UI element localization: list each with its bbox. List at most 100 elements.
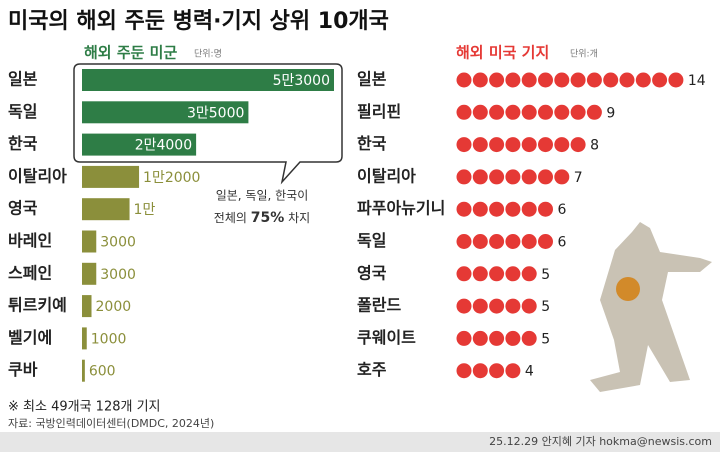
- dot: [505, 201, 521, 217]
- chart-title: 미국의 해외 주둔 병력·기지 상위 10개국: [8, 9, 389, 34]
- dot: [472, 234, 488, 249]
- category-label: 이탈리아: [357, 166, 416, 185]
- bar: [82, 198, 130, 221]
- dot: [489, 330, 505, 346]
- dot: [554, 169, 570, 185]
- dot: [521, 298, 537, 314]
- dot: [505, 330, 521, 346]
- soldier-silhouette: [590, 222, 712, 392]
- star-badge: [616, 277, 640, 301]
- category-label: 튀르키예: [8, 296, 67, 315]
- dot: [652, 72, 668, 88]
- bar: [82, 133, 197, 156]
- dot-row: [456, 298, 537, 314]
- value-label: 5: [541, 331, 550, 347]
- category-label: 쿠웨이트: [357, 328, 416, 347]
- category-label: 한국: [357, 134, 387, 153]
- dot: [489, 234, 505, 249]
- dot: [538, 169, 553, 185]
- unit: 단위:개: [570, 49, 598, 60]
- dot: [505, 137, 521, 153]
- dot: [489, 169, 505, 185]
- dot: [554, 137, 570, 153]
- dot: [472, 137, 488, 153]
- value-label: 6: [558, 202, 567, 218]
- dot: [619, 72, 635, 88]
- dot: [586, 104, 602, 120]
- dot: [538, 72, 553, 88]
- dot: [505, 72, 521, 88]
- value-label: 6: [558, 235, 567, 251]
- dot: [456, 72, 472, 88]
- category-label: 독일: [8, 102, 37, 121]
- value-label: 1만2000: [143, 170, 200, 186]
- dot: [521, 234, 537, 249]
- dot: [505, 104, 521, 120]
- annotation-highlight: 75%: [251, 210, 285, 226]
- dot: [538, 104, 553, 120]
- dot: [505, 298, 521, 314]
- bar: [82, 230, 97, 253]
- dot: [456, 330, 472, 346]
- dot: [456, 201, 472, 217]
- dot: [456, 234, 472, 249]
- dot: [521, 266, 537, 282]
- value-label: 2000: [96, 299, 132, 315]
- dot: [489, 266, 505, 282]
- dot-row: [456, 234, 553, 249]
- dot: [538, 137, 553, 153]
- dot: [472, 330, 488, 346]
- footer-band: [0, 432, 720, 452]
- value-label: 3만5000: [187, 105, 244, 121]
- category-label: 독일: [357, 231, 386, 250]
- dot-row: [456, 363, 521, 379]
- category-label: 스페인: [8, 263, 52, 282]
- dot: [505, 266, 521, 282]
- dot: [603, 72, 619, 88]
- category-label: 파푸아뉴기니: [357, 199, 445, 218]
- dot: [554, 72, 570, 88]
- dot: [489, 201, 505, 217]
- dot: [456, 137, 472, 153]
- subtitle: 해외 미국 기지: [456, 44, 549, 62]
- bar: [82, 359, 85, 382]
- category-label: 쿠바: [8, 360, 38, 379]
- dot: [505, 169, 521, 185]
- bar: [82, 165, 140, 188]
- dot: [472, 363, 488, 379]
- dot: [554, 104, 570, 120]
- category-label: 한국: [8, 134, 38, 153]
- value-label: 1000: [91, 331, 127, 347]
- dot: [472, 201, 488, 217]
- dot: [570, 72, 586, 88]
- unit: 단위:명: [194, 49, 222, 60]
- dot: [505, 234, 521, 249]
- bar: [82, 101, 249, 124]
- dot: [505, 363, 521, 379]
- dot: [472, 298, 488, 314]
- dot: [456, 169, 472, 185]
- dot: [521, 330, 537, 346]
- category-label: 폴란드: [357, 296, 401, 315]
- dot: [521, 104, 537, 120]
- value-label: 3000: [100, 267, 136, 283]
- annotation: 일본, 독일, 한국이: [216, 189, 309, 203]
- category-label: 벨기에: [8, 328, 52, 347]
- category-label: 영국: [357, 263, 387, 282]
- subtitle: 해외 주둔 미군: [84, 44, 177, 62]
- dot-row: [456, 72, 684, 88]
- category-label: 호주: [357, 360, 387, 379]
- dot: [456, 104, 472, 120]
- value-label: 2만4000: [135, 138, 192, 154]
- dot: [456, 266, 472, 282]
- source: 자료: 국방인력데이터센터(DMDC, 2024년): [8, 417, 214, 430]
- dot: [472, 104, 488, 120]
- callout-box: [73, 63, 343, 185]
- category-label: 필리핀: [357, 102, 401, 121]
- dot: [635, 72, 651, 88]
- bar: [82, 327, 87, 350]
- category-label: 영국: [8, 199, 38, 218]
- dot: [570, 137, 586, 153]
- value-label: 9: [606, 105, 615, 121]
- dot: [586, 72, 602, 88]
